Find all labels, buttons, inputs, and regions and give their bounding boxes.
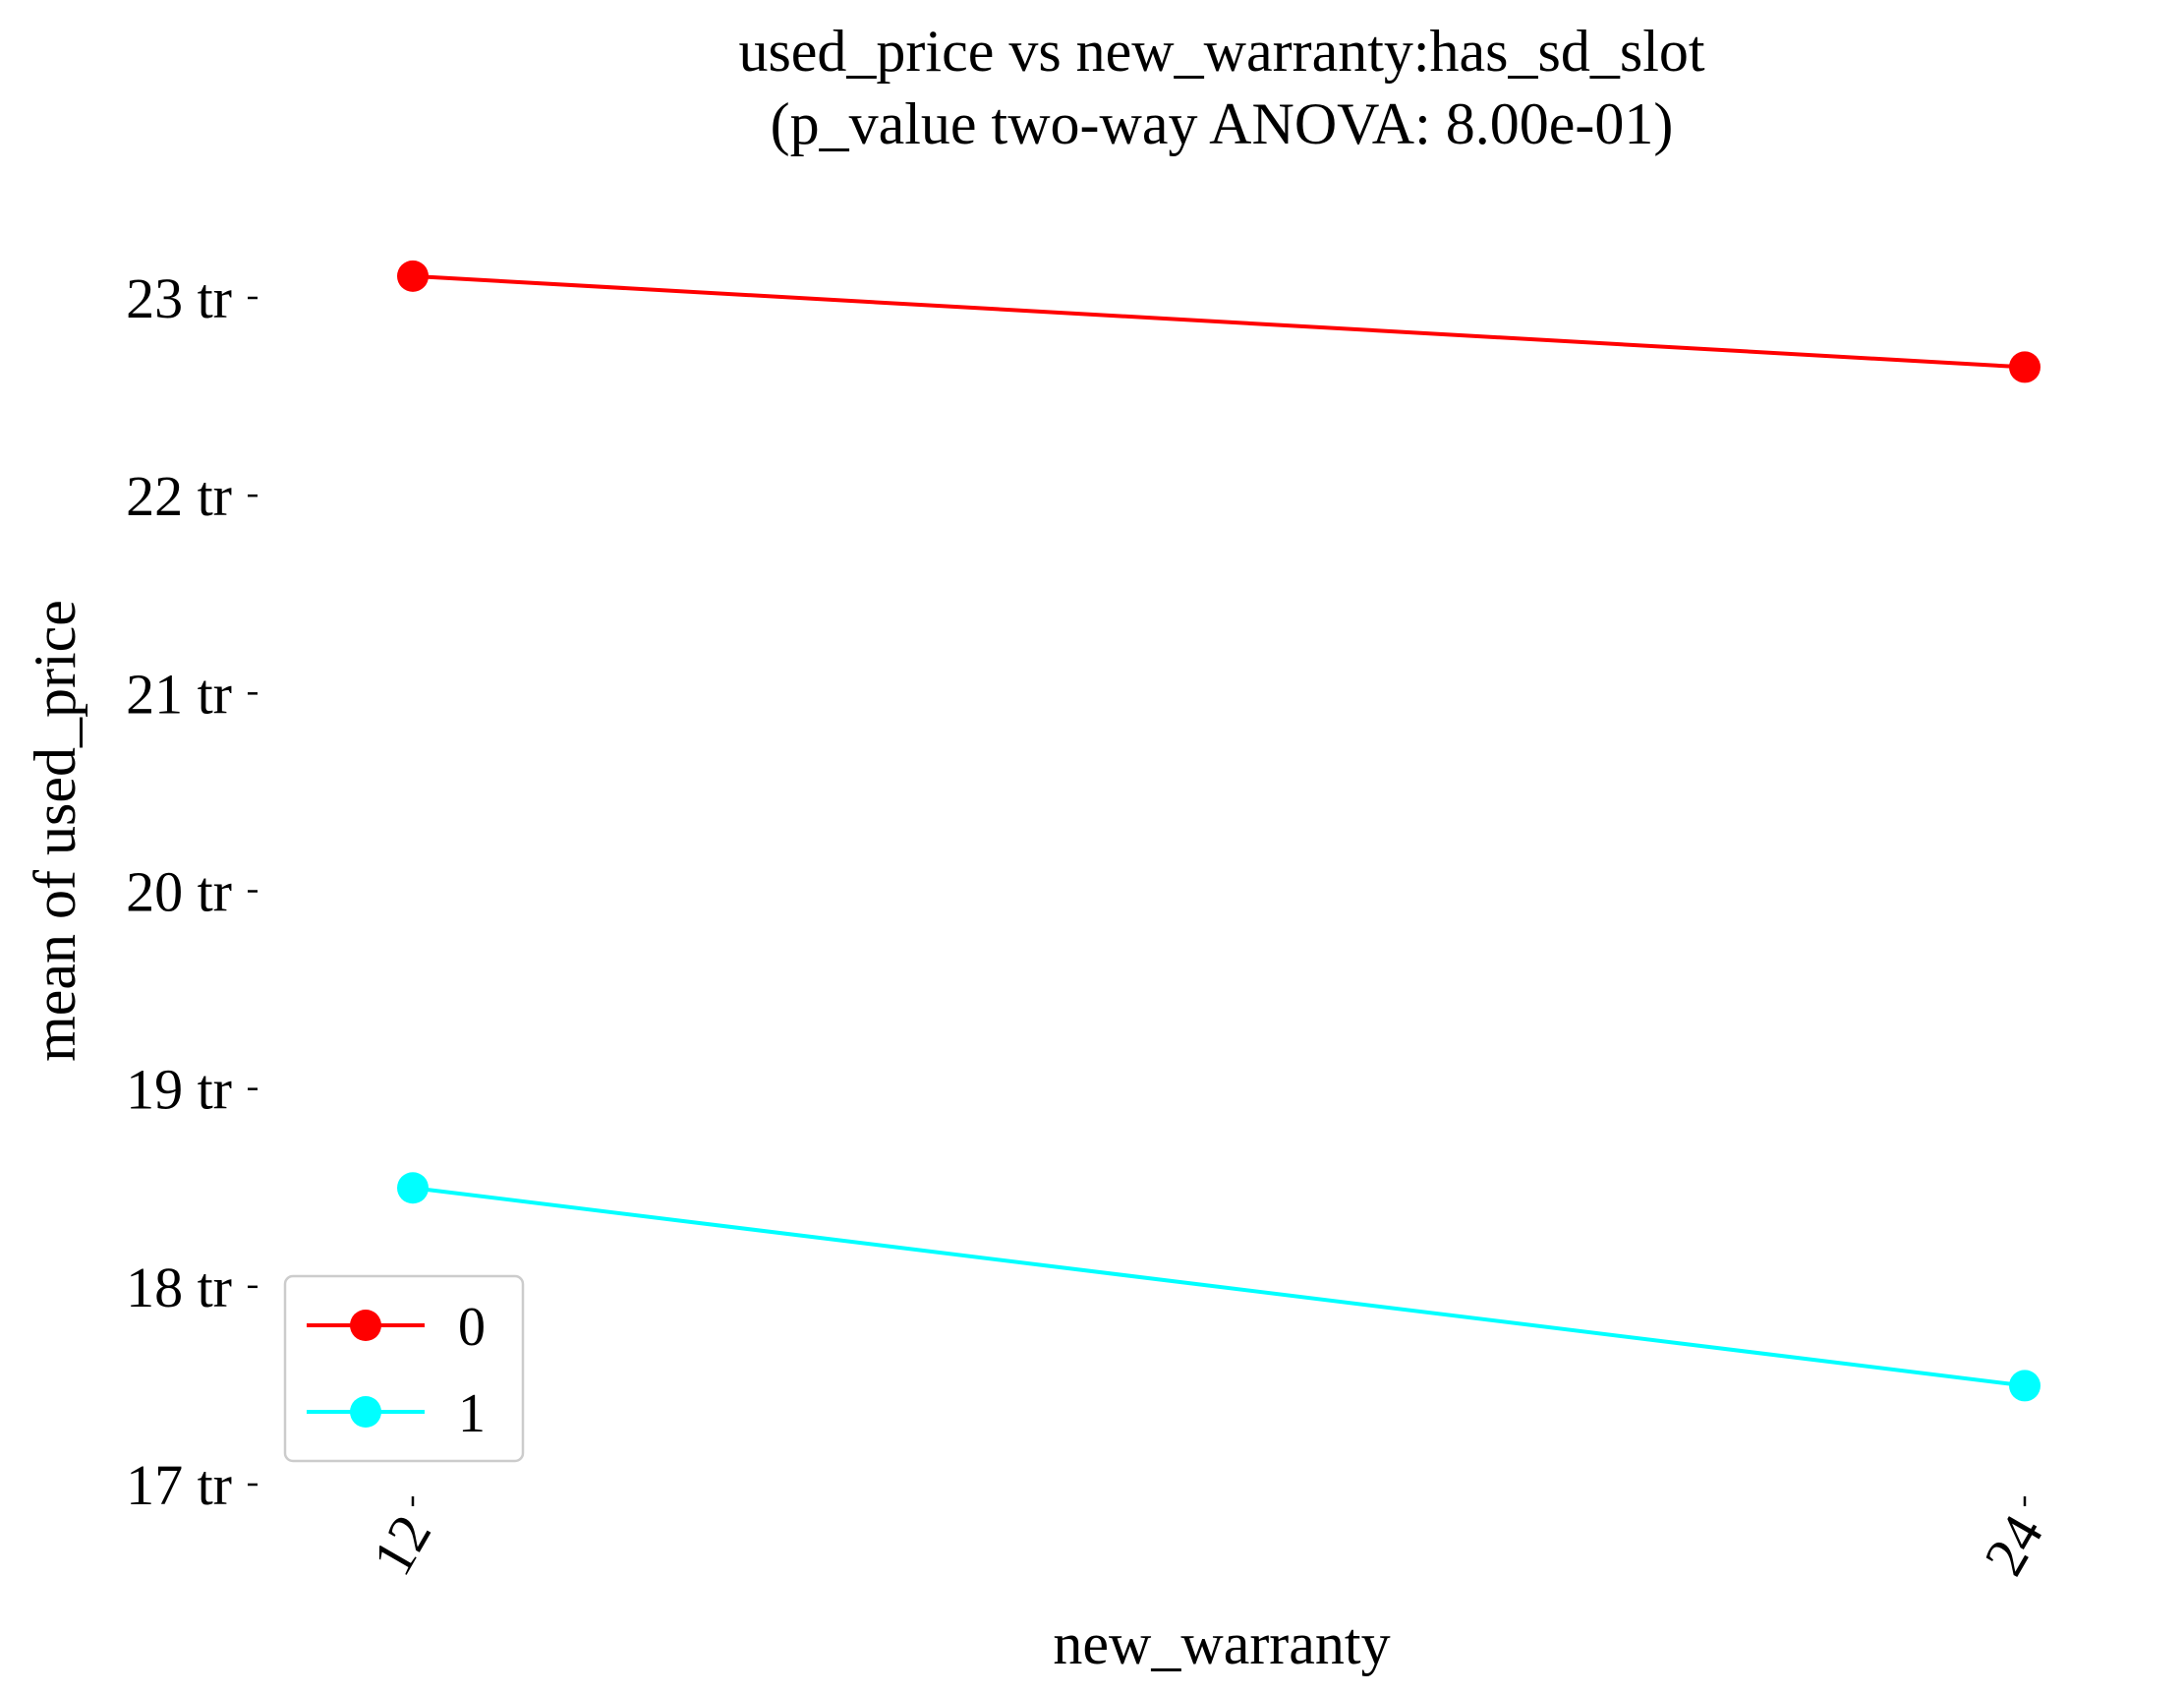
data-point	[2009, 1370, 2040, 1402]
y-axis-label: mean of used_price	[23, 600, 87, 1062]
series-line	[412, 1186, 2026, 1388]
plot-area	[397, 260, 2040, 1402]
legend-label: 1	[458, 1383, 486, 1444]
y-tick-label: 22 tr	[126, 464, 232, 528]
y-tick-label: 19 tr	[126, 1058, 232, 1122]
y-tick-label: 18 tr	[126, 1256, 232, 1319]
x-tick-label: 12	[360, 1504, 443, 1586]
y-axis: 17 tr 18 tr 19 tr 20 tr 21 tr 22 tr 23 tr	[126, 266, 258, 1517]
y-tick-label: 17 tr	[126, 1453, 232, 1517]
chart-title: used_price vs new_warranty:has_sd_slot	[738, 19, 1704, 84]
legend-box	[283, 1274, 525, 1463]
data-point	[397, 260, 429, 292]
y-tick-label: 21 tr	[126, 662, 232, 726]
series-line	[412, 273, 2026, 370]
legend-label: 0	[458, 1297, 486, 1358]
y-tick-label: 23 tr	[126, 266, 232, 330]
y-tick-label: 20 tr	[126, 860, 232, 924]
x-tick-label: 24	[1972, 1504, 2055, 1586]
chart-subtitle: (p_value two-way ANOVA: 8.00e-01)	[771, 91, 1674, 156]
x-axis: 12 24	[360, 1496, 2055, 1586]
legend-marker	[350, 1310, 381, 1341]
data-point	[397, 1172, 429, 1204]
legend: 01	[283, 1274, 525, 1463]
data-point	[2009, 351, 2040, 383]
legend-marker	[350, 1396, 381, 1428]
x-axis-label: new_warranty	[1053, 1611, 1390, 1676]
